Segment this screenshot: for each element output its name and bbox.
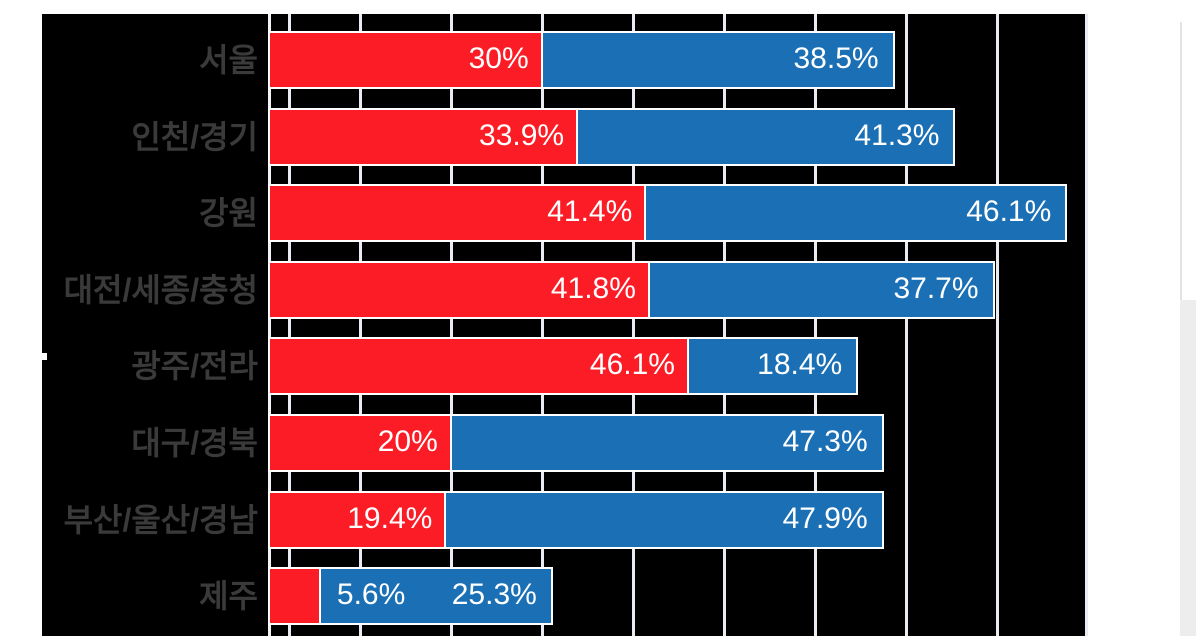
red-series-value-label: 41.8% (550, 271, 636, 305)
category-label: 강원 (199, 195, 258, 232)
blue-series-value-label: 41.3% (854, 118, 940, 152)
gridline-80pct (995, 14, 999, 636)
gridline-30pct (541, 14, 545, 636)
gridline-2.1pct (287, 14, 291, 636)
scrollbar-thumb[interactable] (1180, 300, 1196, 636)
red-series-bar (268, 184, 649, 243)
blue-series-value-label: 47.3% (782, 425, 868, 459)
gridline-90pct (1085, 14, 1088, 636)
red-series-bar (268, 260, 652, 319)
blue-series-bar (540, 31, 895, 89)
blue-series-value-label: 18.4% (757, 348, 843, 382)
gridline-20pct (450, 14, 454, 636)
category-label: 제주 (199, 578, 258, 615)
red-series-value-label: 30% (468, 42, 529, 75)
left-edge-artifact (42, 353, 47, 360)
blue-series-bar (318, 567, 553, 626)
red-series-bar (268, 490, 449, 549)
category-label: 부산/울산/경남 (63, 501, 258, 538)
gridline-10pct (359, 14, 363, 636)
category-label: 대전/세종/충청 (63, 271, 258, 308)
red-series-bar (268, 337, 691, 396)
category-label: 서울 (199, 42, 258, 78)
blue-series-value-label: 47.9% (782, 501, 868, 535)
blue-series-value-label: 37.7% (893, 271, 979, 305)
blue-series-bar (576, 107, 956, 166)
red-series-bar (268, 107, 581, 166)
red-series-value-label: 33.9% (479, 118, 565, 152)
blue-series-bar (449, 414, 884, 473)
stacked-bar-chart: 서울 30% 38.5% 인천/경기 33.9% 41.3% 강원 41.4% 46.1% 대전/… (42, 14, 1088, 636)
red-series-value-label: 20% (377, 425, 438, 459)
gridline-70pct (904, 14, 908, 636)
blue-series-value-label: 25.3% (451, 578, 537, 612)
category-label: 대구/경북 (131, 425, 258, 462)
category-label: 광주/전라 (131, 348, 258, 385)
blue-series-value-label: 46.1% (966, 195, 1052, 229)
blue-series-bar (647, 260, 995, 319)
blue-series-bar (687, 337, 859, 396)
gridline-60pct (813, 14, 817, 636)
blue-series-bar (644, 184, 1068, 243)
gridline-50pct (722, 14, 726, 636)
blue-series-value-label: 38.5% (793, 42, 879, 75)
red-series-value-label: 46.1% (589, 348, 675, 382)
red-series-bar (268, 567, 323, 626)
value-axis-line (267, 14, 271, 636)
red-series-bar (268, 414, 454, 473)
gridline-40pct (632, 14, 636, 636)
red-series-value-label: 41.4% (547, 195, 633, 229)
red-series-value-label: 5.6% (336, 578, 406, 612)
blue-series-bar (444, 490, 884, 549)
category-label: 인천/경기 (131, 118, 258, 155)
red-series-value-label: 19.4% (347, 501, 433, 535)
